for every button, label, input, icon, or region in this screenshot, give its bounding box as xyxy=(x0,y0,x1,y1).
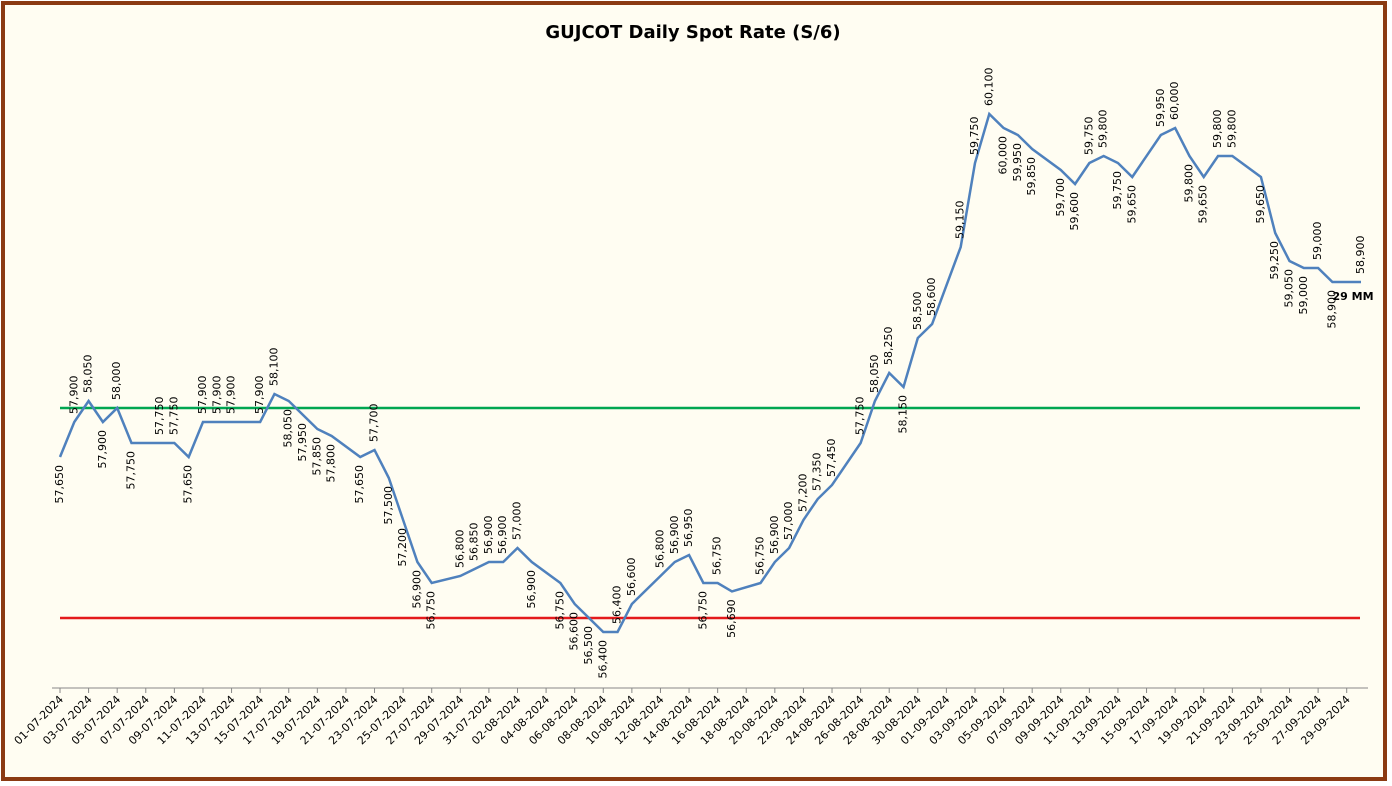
data-label: 57,650 xyxy=(353,465,366,504)
data-label: 56,750 xyxy=(754,537,767,576)
data-label: 58,050 xyxy=(282,409,295,448)
data-label: 58,000 xyxy=(110,362,123,401)
data-label: 56,500 xyxy=(582,626,595,665)
data-label: 59,000 xyxy=(1311,222,1324,261)
data-label: 57,750 xyxy=(124,451,137,490)
data-label: 59,750 xyxy=(1082,117,1095,156)
data-label: 59,800 xyxy=(1225,110,1238,149)
data-label: 58,600 xyxy=(925,278,938,317)
data-label: 59,650 xyxy=(1254,185,1267,224)
data-label: 56,950 xyxy=(682,509,695,548)
data-label: 57,000 xyxy=(782,502,795,541)
data-label: 58,050 xyxy=(82,355,95,394)
data-label: 56,690 xyxy=(725,599,738,638)
data-label: 57,200 xyxy=(396,528,409,567)
data-label: 57,900 xyxy=(210,376,223,415)
data-label: 57,000 xyxy=(510,502,523,541)
data-label: 57,500 xyxy=(382,486,395,525)
data-label: 59,600 xyxy=(1068,192,1081,231)
data-label: 56,900 xyxy=(410,570,423,609)
data-label: 57,900 xyxy=(67,376,80,415)
data-label: 57,900 xyxy=(196,376,209,415)
data-label: 56,900 xyxy=(496,516,509,555)
data-label: 59,000 xyxy=(1297,276,1310,315)
data-label: 56,400 xyxy=(611,586,624,625)
data-label: 59,750 xyxy=(968,117,981,156)
data-label: 56,750 xyxy=(711,537,724,576)
data-label: 56,900 xyxy=(525,570,538,609)
data-label: 56,800 xyxy=(453,530,466,569)
data-label: 59,800 xyxy=(1097,110,1110,149)
data-label: 59,650 xyxy=(1197,185,1210,224)
data-label: 57,850 xyxy=(310,437,323,476)
data-label: 59,950 xyxy=(1154,89,1167,128)
data-label: 59,050 xyxy=(1283,269,1296,308)
data-label: 57,900 xyxy=(253,376,266,415)
data-label: 56,900 xyxy=(482,516,495,555)
data-label: 60,000 xyxy=(997,136,1010,175)
line-series xyxy=(58,111,1361,634)
data-label: 58,150 xyxy=(897,395,910,434)
data-label: 57,750 xyxy=(153,397,166,436)
data-label: 59,650 xyxy=(1125,185,1138,224)
data-label: 57,950 xyxy=(296,423,309,462)
chart-title: GUJCOT Daily Spot Rate (S/6) xyxy=(545,22,840,43)
data-label: 56,900 xyxy=(668,516,681,555)
data-label: 57,650 xyxy=(53,465,66,504)
data-label: 57,900 xyxy=(96,430,109,469)
data-label: 59,750 xyxy=(1111,171,1124,210)
data-label: 60,100 xyxy=(982,68,995,106)
data-label: 56,400 xyxy=(596,640,609,679)
data-label: 56,600 xyxy=(625,558,638,597)
data-label: 57,750 xyxy=(854,397,867,436)
data-label: 57,200 xyxy=(796,474,809,513)
data-label: 57,650 xyxy=(182,465,195,504)
data-label: 58,900 xyxy=(1354,236,1367,275)
data-label: 59,950 xyxy=(1011,143,1024,182)
data-label: 59,250 xyxy=(1268,241,1281,280)
data-label: 59,700 xyxy=(1054,178,1067,217)
data-label: 58,100 xyxy=(267,348,280,387)
data-label: 57,900 xyxy=(225,376,238,415)
data-label: 56,600 xyxy=(568,612,581,651)
data-label: 59,800 xyxy=(1182,164,1195,203)
data-label: 57,700 xyxy=(368,404,381,443)
data-label: 56,800 xyxy=(653,530,666,569)
data-label: 58,900 xyxy=(1325,290,1338,329)
data-label: 57,800 xyxy=(325,444,338,483)
data-label: 56,750 xyxy=(553,591,566,630)
data-label: 58,050 xyxy=(868,355,881,394)
data-label: 56,750 xyxy=(425,591,438,630)
data-label: 59,850 xyxy=(1025,157,1038,196)
data-label: 59,150 xyxy=(954,201,967,240)
data-label: 58,500 xyxy=(911,292,924,331)
annotation: 29 MM xyxy=(1332,290,1373,303)
data-label: 57,750 xyxy=(167,397,180,436)
data-label: 56,850 xyxy=(468,523,481,562)
data-label: 58,250 xyxy=(882,327,895,366)
data-label: 57,450 xyxy=(825,439,838,478)
data-label: 59,800 xyxy=(1211,110,1224,149)
data-label: 56,750 xyxy=(696,591,709,630)
data-label: 60,000 xyxy=(1168,82,1181,121)
data-label: 56,900 xyxy=(768,516,781,555)
data-label: 57,350 xyxy=(811,453,824,492)
